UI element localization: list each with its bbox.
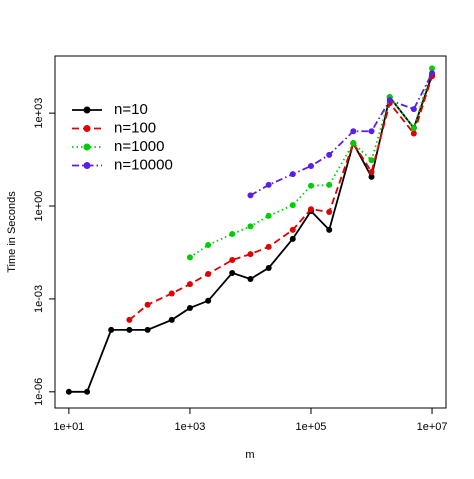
series-line [250,72,433,197]
data-point [289,171,296,178]
data-point [429,70,436,77]
plot-frame [54,55,447,409]
legend-label: n=10 [114,101,148,118]
data-point [186,304,193,311]
legend-marker [83,162,91,169]
series-line [128,76,433,321]
data-point [265,243,272,250]
data-point [289,202,296,209]
x-tick-label: 1e+05 [296,421,327,433]
data-point [368,173,375,180]
data-point [410,106,417,113]
data-point [108,326,115,333]
data-point [368,157,375,164]
data-point [410,125,417,132]
y-tick-label: 1e-03 [33,285,45,313]
data-point [65,388,72,395]
x-tick-label: 1e+07 [417,421,448,433]
data-point [144,301,151,308]
x-axis-label: m [245,449,254,461]
data-point [229,230,236,237]
x-tick-label: 1e+01 [53,421,84,433]
data-point [247,192,254,199]
data-point [247,223,254,230]
data-point [386,97,393,104]
legend-label: n=100 [114,119,156,136]
data-point [247,275,254,282]
data-point [126,326,133,333]
legend-label: n=1000 [114,138,164,155]
legend-marker [83,106,91,114]
y-tick-label: 1e+00 [33,191,45,222]
data-point [289,226,296,233]
x-tick-label: 1e+03 [174,421,205,433]
data-point [307,163,314,170]
legend-marker [83,143,91,151]
data-point [168,290,175,297]
data-point [307,182,314,189]
data-point [229,269,236,276]
data-point [429,65,436,72]
data-point [350,140,357,147]
series-line [189,68,433,259]
data-point [368,168,375,175]
data-point [350,128,357,135]
data-point [265,181,272,188]
data-point [368,128,375,135]
data-point [326,181,333,188]
legend-marker [83,125,91,132]
data-point [205,297,212,304]
data-point [144,326,151,333]
data-point [229,257,236,264]
data-point [307,206,314,213]
data-point [265,212,272,219]
data-point [84,388,91,395]
data-point [326,209,333,216]
data-point [205,270,212,277]
data-point [326,226,333,233]
y-tick-label: 1e-06 [33,378,45,406]
data-point [186,254,193,261]
data-point [247,251,254,258]
data-point [126,316,133,323]
data-point [168,316,175,323]
legend-label: n=10000 [114,156,173,173]
data-point [205,242,212,249]
data-point [186,281,193,288]
y-axis-label: Time in Seconds [6,191,18,273]
data-point [326,151,333,158]
data-point [410,130,417,137]
data-point [289,235,296,242]
y-tick-label: 1e+03 [33,98,45,129]
data-point [265,264,272,271]
